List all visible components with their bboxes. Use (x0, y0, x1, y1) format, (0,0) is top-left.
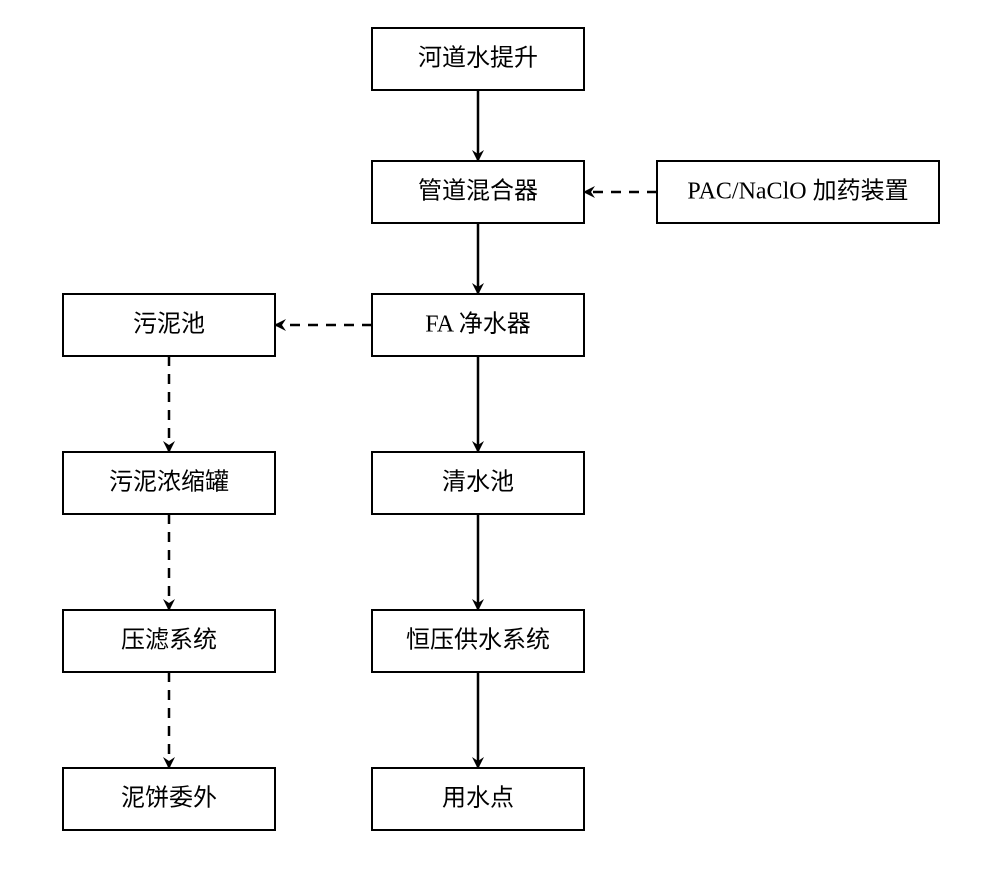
node-label: PAC/NaClO 加药装置 (687, 178, 908, 205)
flowchart-node-n5: 污泥池 (63, 294, 275, 356)
flowchart-node-n11: 泥饼委外 (63, 768, 275, 830)
flowchart-node-n2: 管道混合器 (372, 161, 584, 223)
node-label: 污泥浓缩罐 (109, 469, 229, 496)
node-label: FA 净水器 (425, 311, 531, 338)
flowchart-node-n10: 用水点 (372, 768, 584, 830)
flowchart-node-n4: FA 净水器 (372, 294, 584, 356)
node-label: 管道混合器 (418, 178, 538, 205)
flowchart-node-n6: 清水池 (372, 452, 584, 514)
node-label: 清水池 (442, 469, 514, 496)
node-label: 恒压供水系统 (406, 627, 550, 654)
flowchart-node-n1: 河道水提升 (372, 28, 584, 90)
flowchart-node-n7: 污泥浓缩罐 (63, 452, 275, 514)
node-label: 用水点 (442, 785, 514, 812)
node-label: 压滤系统 (121, 627, 217, 654)
node-label: 泥饼委外 (121, 785, 217, 812)
flowchart-node-n9: 压滤系统 (63, 610, 275, 672)
flowchart-node-n3: PAC/NaClO 加药装置 (657, 161, 939, 223)
node-label: 污泥池 (133, 311, 205, 338)
node-label: 河道水提升 (418, 45, 538, 72)
flowchart-node-n8: 恒压供水系统 (372, 610, 584, 672)
